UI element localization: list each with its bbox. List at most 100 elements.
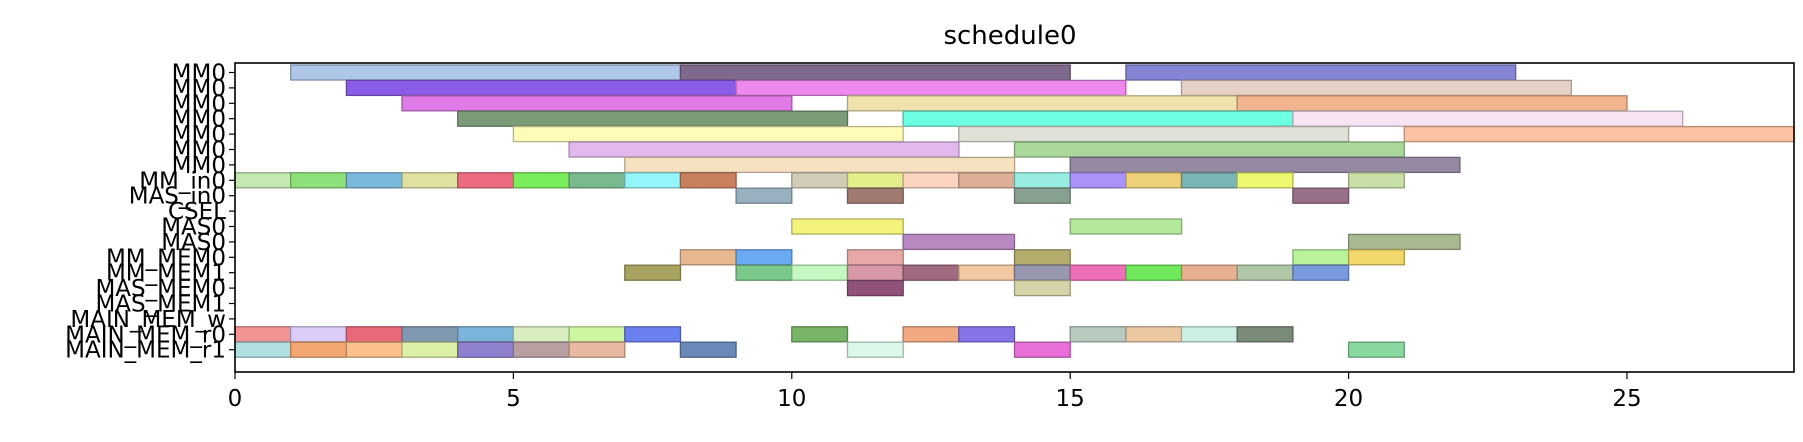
task-bar-73 (624, 326, 682, 343)
task-bar-81 (234, 341, 292, 358)
task-bar-60 (1125, 264, 1183, 281)
task-bar-66 (234, 326, 292, 343)
task-bar-3 (345, 79, 737, 97)
task-bar-10 (902, 110, 1294, 127)
task-bar-64 (846, 279, 904, 297)
task-bar-55 (846, 264, 904, 281)
task-bar-34 (1125, 172, 1183, 189)
task-bar-50 (1292, 249, 1350, 266)
y-tick-label-8: MAS_in0 (129, 184, 226, 210)
task-bar-43 (1069, 218, 1183, 235)
y-tick-label-2: MM0 (172, 91, 226, 117)
task-bar-56 (902, 264, 960, 281)
task-bar-36 (1236, 172, 1294, 189)
task-bar-22 (401, 172, 459, 189)
y-tick-label-16: MAIN_MEM_w (70, 307, 226, 333)
task-bar-58 (1013, 264, 1071, 281)
y-tick-label-10: MAS0 (161, 215, 226, 241)
y-tick-label-7: MM_in0 (139, 168, 226, 194)
task-bar-57 (958, 264, 1016, 281)
x-tick-label-3: 15 (1056, 386, 1085, 412)
task-bar-32 (1013, 172, 1071, 189)
task-bar-24 (512, 172, 570, 189)
task-bar-27 (679, 172, 737, 189)
task-bar-33 (1069, 172, 1127, 189)
task-bar-74 (791, 326, 849, 343)
task-bar-85 (457, 341, 515, 358)
task-bar-45 (1347, 233, 1461, 251)
y-tick-label-1: MM0 (172, 76, 226, 102)
task-bar-79 (1180, 326, 1238, 343)
y-tick-label-0: MM0 (172, 61, 226, 87)
task-bar-31 (958, 172, 1016, 189)
y-tick-label-12: MM_MEM0 (106, 245, 226, 271)
y-tick-label-3: MM0 (172, 107, 226, 133)
y-tick-label-5: MM0 (172, 138, 226, 164)
chart-title: schedule0 (943, 21, 1076, 51)
task-bar-35 (1180, 172, 1238, 189)
task-bar-70 (457, 326, 515, 343)
task-bar-18 (1069, 156, 1461, 174)
task-bar-53 (735, 264, 793, 281)
task-bar-4 (735, 79, 1127, 97)
task-bar-78 (1125, 326, 1183, 343)
x-tick-label-5: 25 (1612, 386, 1641, 412)
task-bar-80 (1236, 326, 1294, 343)
task-bar-7 (846, 95, 1238, 112)
task-bar-16 (1013, 141, 1405, 158)
task-bar-0 (290, 64, 682, 81)
task-bar-89 (846, 341, 904, 358)
y-tick-label-13: MM_MEM1 (106, 261, 226, 287)
x-tick-label-1: 5 (506, 386, 521, 412)
task-bar-46 (679, 249, 737, 266)
y-tick-label-18: MAIN_MEM_r1 (65, 338, 226, 364)
task-bar-6 (401, 95, 793, 112)
task-bar-76 (958, 326, 1016, 343)
y-tick-label-6: MM0 (172, 153, 226, 179)
task-bar-14 (1403, 125, 1795, 143)
y-tick-label-14: MAS_MEM0 (95, 276, 226, 302)
task-bar-59 (1069, 264, 1127, 281)
task-bar-63 (1292, 264, 1350, 281)
task-bar-26 (624, 172, 682, 189)
plot-frame (234, 62, 1795, 373)
task-bar-48 (846, 249, 904, 266)
task-bar-28 (791, 172, 849, 189)
task-bar-9 (457, 110, 849, 127)
task-bar-8 (1236, 95, 1628, 112)
x-tick-label-0: 0 (228, 386, 243, 412)
task-bar-37 (1347, 172, 1405, 189)
task-bar-23 (457, 172, 515, 189)
task-bar-19 (234, 172, 292, 189)
task-bar-38 (735, 187, 793, 204)
x-tick-label-4: 20 (1334, 386, 1363, 412)
y-tick-label-11: MAS0 (161, 230, 226, 256)
task-bar-15 (568, 141, 960, 158)
task-bar-39 (846, 187, 904, 204)
task-bar-84 (401, 341, 459, 358)
task-bar-47 (735, 249, 793, 266)
task-bar-65 (1013, 279, 1071, 297)
x-axis: 0 5 10 15 20 25 (228, 372, 1642, 412)
task-bar-69 (401, 326, 459, 343)
task-bar-52 (624, 264, 682, 281)
task-bar-86 (512, 341, 570, 358)
task-bar-54 (791, 264, 849, 281)
y-tick-label-9: CSEL (168, 199, 226, 225)
task-bar-17 (624, 156, 1016, 174)
task-bar-82 (290, 341, 348, 358)
y-axis: MM0MM0MM0MM0MM0MM0MM0MM_in0MAS_in0CSELMA… (65, 61, 235, 364)
task-bar-72 (568, 326, 626, 343)
task-bar-40 (1013, 187, 1071, 204)
task-bar-71 (512, 326, 570, 343)
task-bar-90 (1013, 341, 1071, 358)
task-bar-51 (1347, 249, 1405, 266)
task-bar-44 (902, 233, 1016, 251)
task-bar-29 (846, 172, 904, 189)
task-bars (234, 64, 1795, 358)
task-bar-61 (1180, 264, 1238, 281)
task-bar-91 (1347, 341, 1405, 358)
task-bar-62 (1236, 264, 1294, 281)
